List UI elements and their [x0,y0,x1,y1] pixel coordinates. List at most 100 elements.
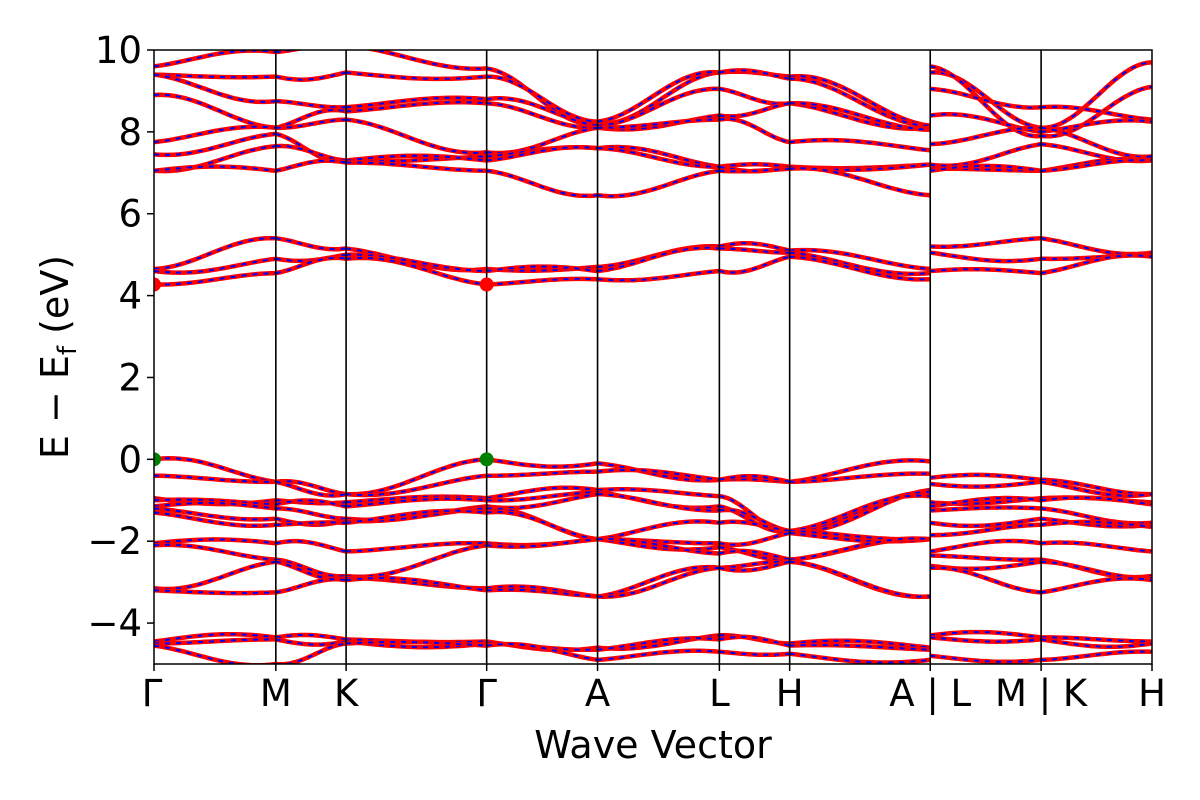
band-line-spin-down [719,167,790,173]
band-line-spin-down [345,509,487,524]
band-line-spin-down [1040,520,1152,528]
x-tick-label: H [1138,672,1166,715]
y-tick-label: 6 [118,193,142,236]
band-line-spin-up [275,50,306,55]
band-line-spin-up [719,86,790,107]
band-line-spin-down [930,560,1042,570]
band-line-spin-up [154,235,276,272]
band-line-spin-up [486,509,598,542]
band-line-spin-down [275,499,347,508]
band-line-spin-down [346,96,487,109]
band-line-spin-down [275,560,347,580]
band-line-spin-down [345,577,487,592]
extremum-point [154,452,161,467]
band-line-spin-down [486,486,598,500]
band-line-spin-down [154,511,276,527]
band-line-spin-down [597,270,720,282]
band-line-spin-down [789,167,931,197]
band-line-spin-down [789,102,931,130]
band-line-spin-up [719,116,791,145]
band-line-spin-down [789,249,931,270]
band-line-spin-down [154,132,276,156]
high-symmetry-lines [275,50,1042,664]
band-line-spin-down [719,163,790,168]
band-line-spin-down [1041,507,1152,525]
band-line-spin-down [930,636,1042,643]
band-line-spin-down [154,543,276,561]
band-line-spin-down [1041,541,1152,553]
extremum-point [479,277,494,292]
x-tick-label: M [260,672,292,715]
band-line-spin-down [930,126,1042,146]
band-line-spin-down [597,488,720,498]
band-line-spin-up [930,565,1042,595]
band-line-spin-down [346,542,487,553]
band-line-spin-down [789,459,931,483]
extremum-point [479,452,494,467]
band-line-spin-down [154,633,276,643]
band-line-spin-up [275,143,347,163]
band-line-spin-down [486,169,598,197]
band-line-spin-down [486,458,598,468]
band-line-spin-down [719,87,790,105]
band-line-spin-down [1041,105,1152,121]
y-axis-title-subscript: f [53,345,83,355]
band-line-spin-down [719,560,790,572]
band-line-spin-down [930,164,1042,172]
band-line-spin-down [346,256,487,286]
band-line-spin-down [275,100,347,109]
band-line-spin-down [597,71,720,123]
band-line-spin-down [1041,61,1152,129]
band-line-spin-down [346,101,487,113]
band-line-spin-down [719,69,790,80]
band-line-spin-down [789,560,931,598]
band-line-spin-down [345,154,487,162]
band-line-spin-down [930,523,1042,537]
band-line-spin-up [363,50,487,71]
band-line-spin-down [789,532,931,543]
band-line-spin-down [719,475,790,483]
band-line-spin-down [275,132,347,163]
y-axis: −4 −2 0 2 4 6 8 10 [87,29,154,645]
extrema-points [154,277,494,467]
y-tick-label: 2 [118,356,142,399]
band-line-spin-up [597,245,720,274]
band-line-spin-down [789,652,931,664]
band-line-spin-down [597,538,720,545]
y-tick-label: 10 [95,29,142,72]
band-line-spin-up [719,100,791,119]
band-line-spin-down [789,530,931,541]
band-line-spin-down [719,247,790,254]
y-tick-label: −2 [87,520,142,563]
band-line-spin-down [486,511,598,541]
band-line-spin-down [789,139,931,152]
x-tick-label: K [334,672,360,715]
bands-layer [154,50,1152,664]
band-line-spin-down [154,502,276,510]
band-line-spin-down [154,73,276,79]
band-line-spin-down [930,566,1042,594]
band-line-spin-down [1041,650,1152,661]
band-line-spin-down [275,145,347,162]
band-line-spin-up [1040,125,1152,160]
y-tick-label: 4 [118,275,142,318]
band-line-spin-down [1041,478,1152,496]
band-line-spin-down [1041,636,1152,643]
band-line-spin-down [275,507,347,520]
band-line-spin-up [1040,236,1152,257]
band-line-spin-down [275,71,347,81]
band-line-spin-down [789,77,931,127]
band-line-spin-down [486,643,598,661]
band-line-spin-down [154,165,276,172]
band-line-spin-down [719,255,790,274]
band-line-spin-up [597,648,720,663]
band-line-spin-down [789,644,931,651]
band-line-spin-up [597,268,720,283]
band-line-spin-up [154,131,277,158]
band-line-spin-down [789,255,931,281]
band-line-spin-up [154,542,276,562]
band-line-spin-down [930,554,1042,561]
band-line-spin-down [1041,560,1152,580]
band-line-spin-down [346,640,487,647]
